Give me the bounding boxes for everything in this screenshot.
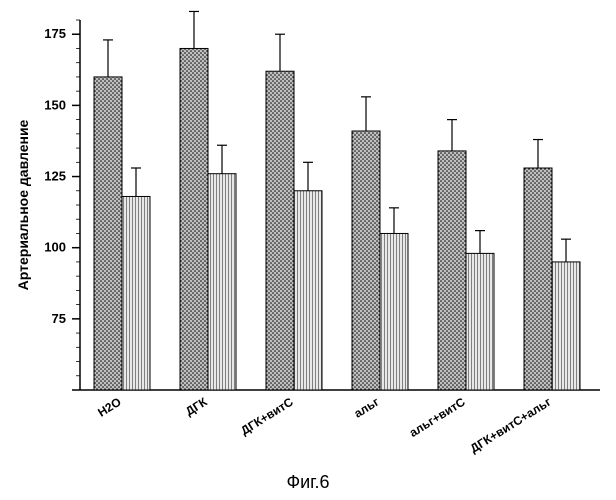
bar-series2 (208, 174, 236, 390)
bar-series1 (438, 151, 466, 390)
bar-series1 (352, 131, 380, 390)
bar-series1 (266, 71, 294, 390)
bar-series1 (94, 77, 122, 390)
y-tick-label: 100 (44, 240, 66, 255)
y-axis-label: Артериальное давление (15, 119, 31, 290)
y-tick-label: 150 (44, 97, 66, 112)
bar-series2 (466, 253, 494, 390)
y-tick-label: 175 (44, 26, 66, 41)
bar-series2 (294, 191, 322, 390)
bar-series2 (380, 233, 408, 390)
y-tick-label: 125 (44, 169, 66, 184)
bar-series1 (180, 48, 208, 390)
bar-series1 (524, 168, 552, 390)
bar-series2 (122, 196, 150, 390)
bar-series2 (552, 262, 580, 390)
figure-caption: Фиг.6 (0, 472, 616, 493)
y-tick-label: 75 (52, 311, 66, 326)
